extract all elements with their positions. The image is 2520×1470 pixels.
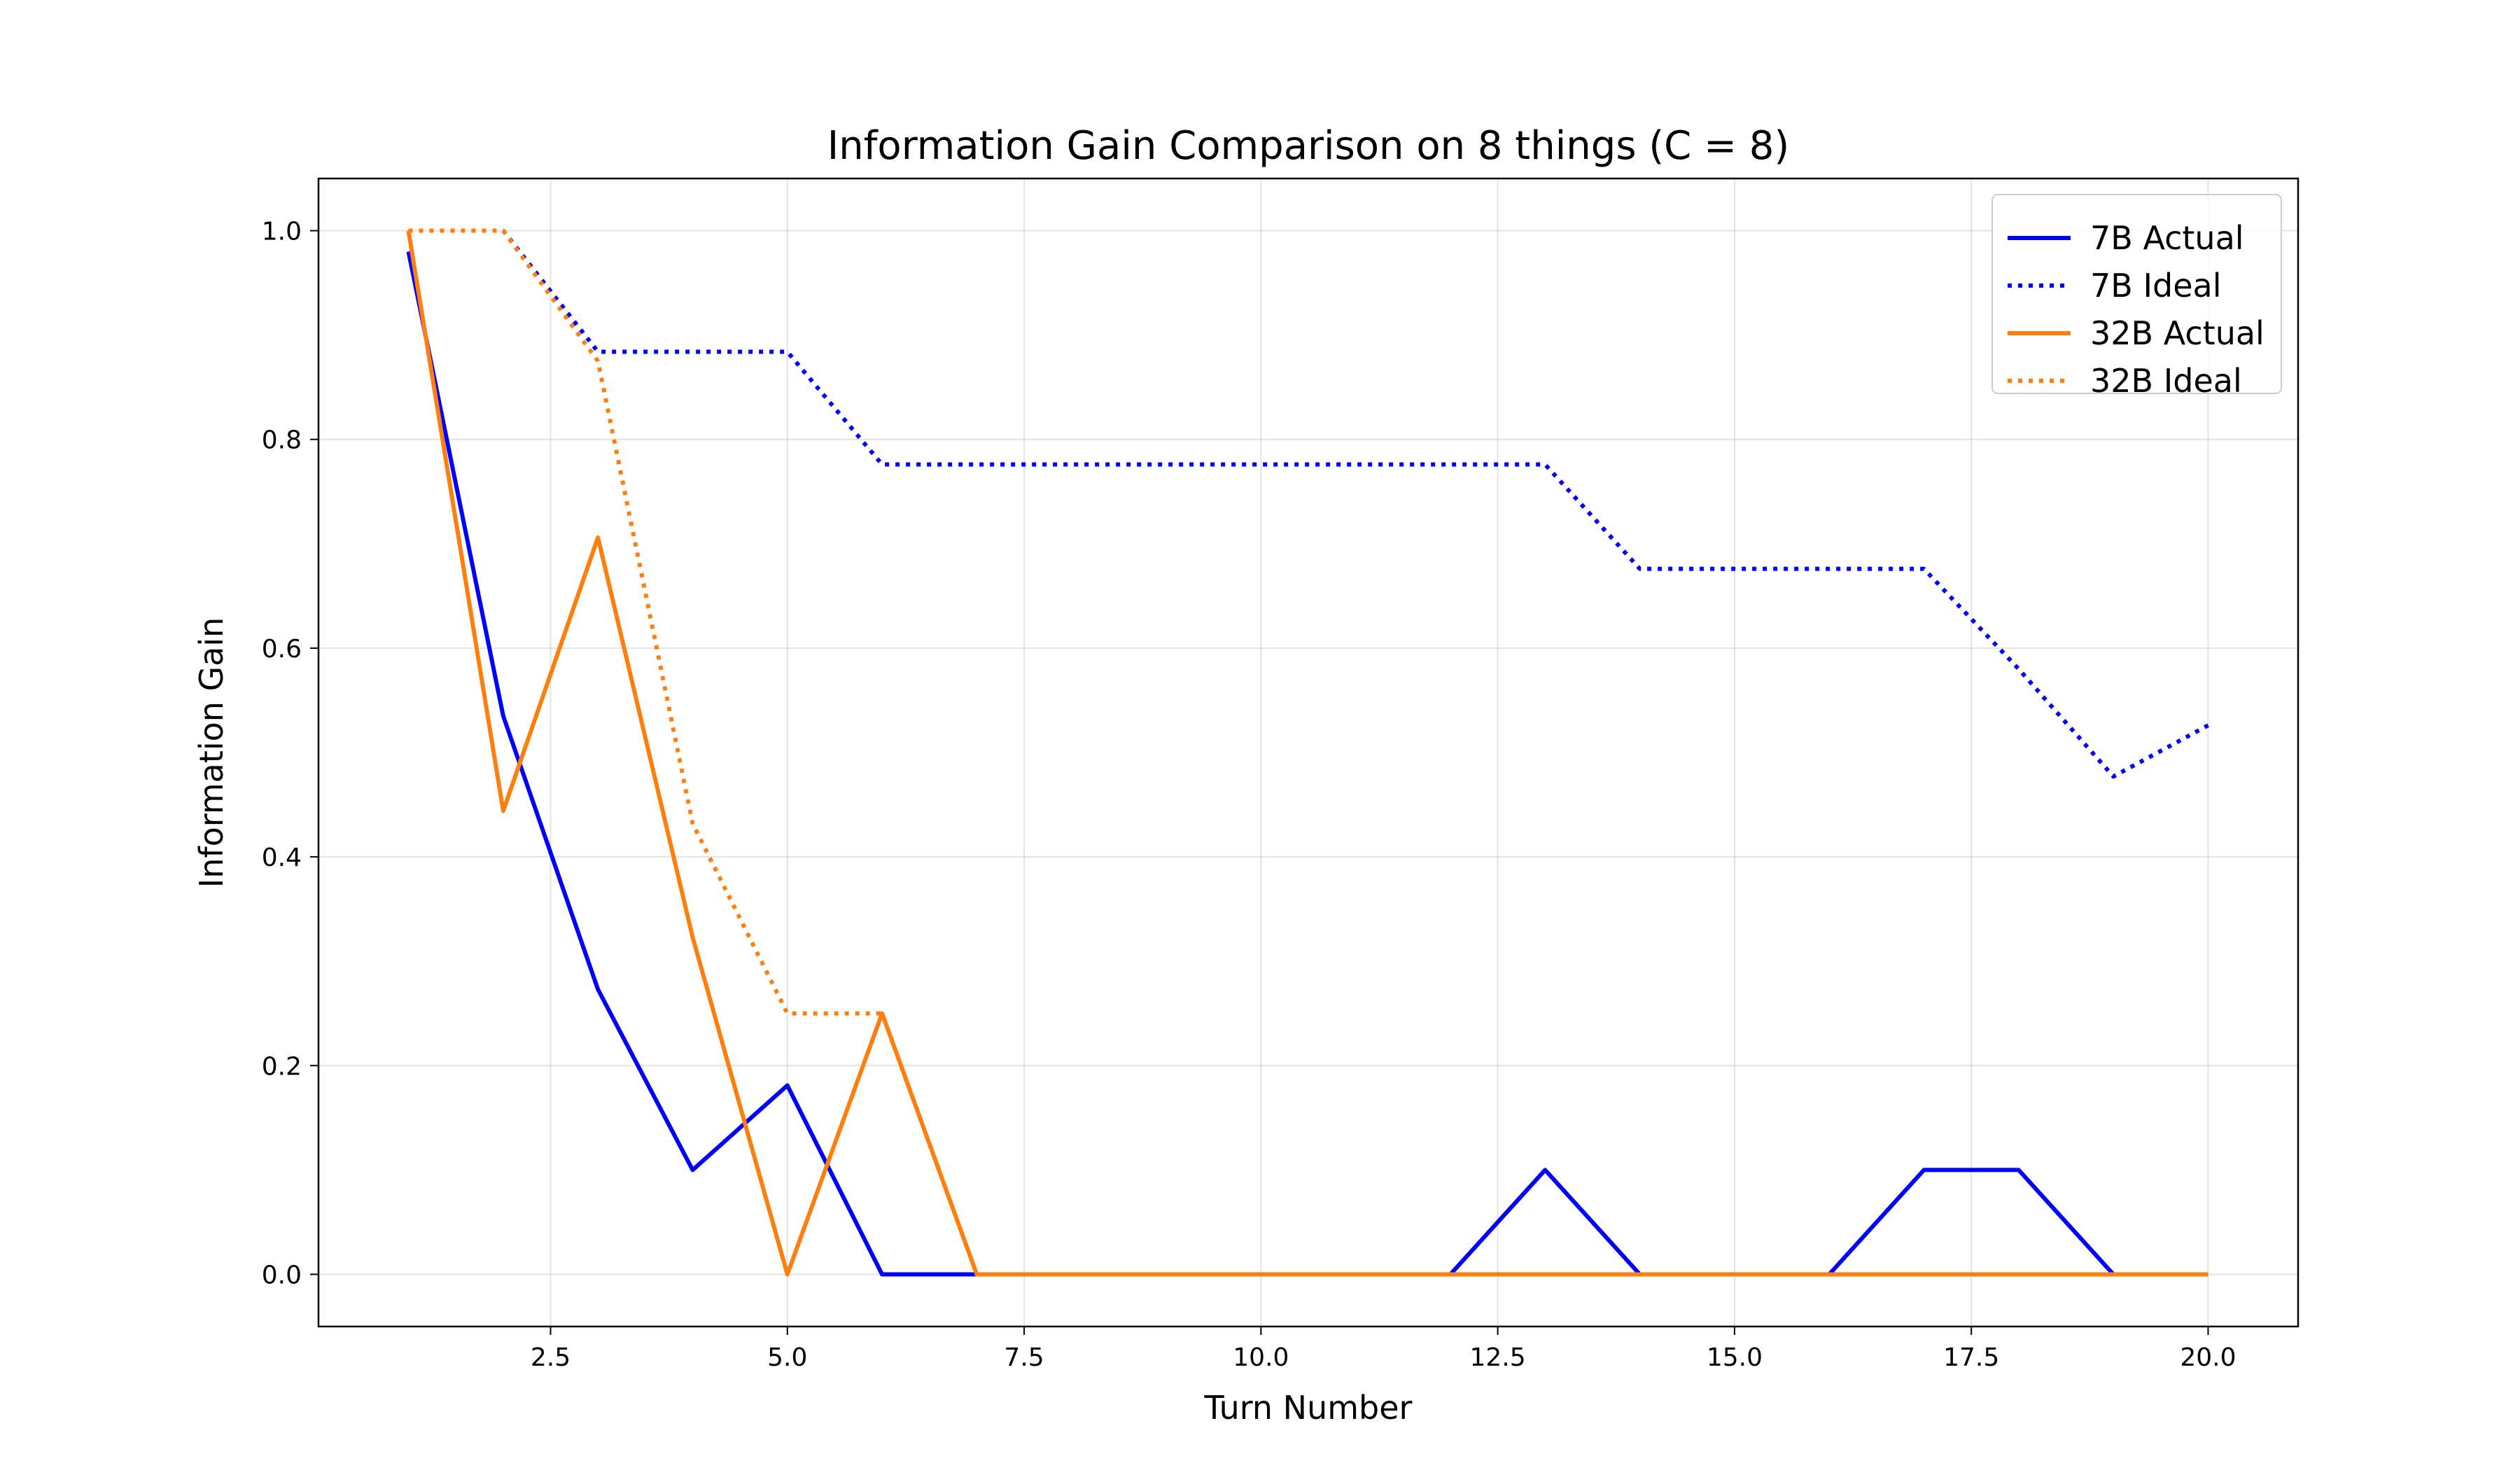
- series-layer: [406, 228, 2209, 1277]
- y-tick-label: 0.0: [262, 1261, 302, 1289]
- x-tick-label: 17.5: [1943, 1343, 1999, 1372]
- legend-label-32b-actual: 32B Actual: [2090, 314, 2264, 352]
- y-tick-label: 0.8: [262, 426, 302, 455]
- x-tick-label: 7.5: [1004, 1343, 1044, 1372]
- x-tick-label: 2.5: [531, 1343, 570, 1372]
- x-tick-label: 20.0: [2180, 1343, 2236, 1372]
- x-tick-label: 15.0: [1707, 1343, 1763, 1372]
- y-tick-label: 0.2: [262, 1052, 302, 1081]
- y-tick-label: 0.4: [262, 844, 302, 872]
- x-tick-label: 12.5: [1470, 1343, 1526, 1372]
- legend: 7B Actual 7B Ideal 32B Actual 32B Ideal: [1991, 194, 2282, 400]
- y-tick-label: 0.6: [262, 635, 302, 664]
- series-line-32b-actual: [406, 230, 2208, 1277]
- legend-label-32b-ideal: 32B Ideal: [2090, 362, 2242, 400]
- y-axis-label: Information Gain: [192, 617, 230, 888]
- chart-title: Information Gain Comparison on 8 things …: [827, 123, 1790, 169]
- series-line-7b-ideal: [408, 228, 2209, 779]
- x-tick-label: 5.0: [767, 1343, 807, 1372]
- x-axis-label: Turn Number: [1204, 1389, 1413, 1427]
- legend-box: [1991, 194, 2282, 394]
- tick-layer: 2.5 5.0 7.5 10.0 12.5 15.0 17.5 20.0 0.0 0.2 0.4 0.…: [262, 218, 2236, 1372]
- x-tick-label: 10.0: [1233, 1343, 1289, 1372]
- y-tick-label: 1.0: [262, 218, 302, 246]
- plot-frame: [317, 177, 2300, 1328]
- legend-label-7b-ideal: 7B Ideal: [2090, 267, 2221, 304]
- legend-label-7b-actual: 7B Actual: [2090, 219, 2244, 257]
